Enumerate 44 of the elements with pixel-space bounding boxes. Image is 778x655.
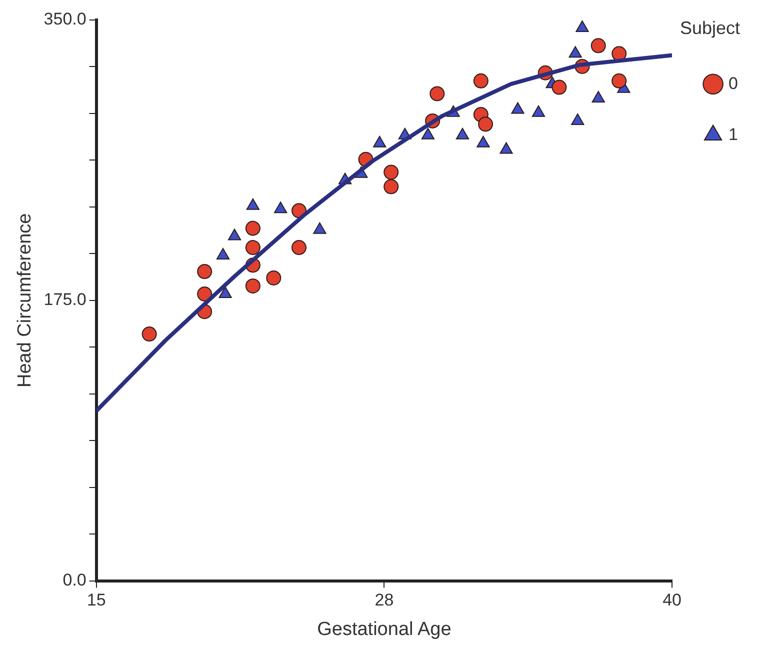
point <box>552 80 567 95</box>
point <box>291 240 306 256</box>
point <box>571 113 584 125</box>
y-tick-label: 350.0 <box>44 10 86 29</box>
point <box>266 270 282 286</box>
x-tick-label: 15 <box>86 590 106 610</box>
point <box>197 264 212 280</box>
point <box>197 286 212 302</box>
point <box>246 198 260 210</box>
y-tick-label: 0.0 <box>62 570 86 590</box>
point <box>373 136 386 148</box>
point <box>228 228 242 240</box>
point <box>476 136 490 148</box>
point <box>590 38 606 54</box>
point <box>216 248 230 260</box>
x-tick-label: 40 <box>662 590 682 610</box>
point <box>142 326 157 342</box>
point <box>313 222 326 234</box>
point <box>612 46 627 62</box>
point <box>456 128 470 140</box>
point <box>500 142 513 154</box>
point <box>274 202 288 214</box>
point <box>421 128 435 140</box>
point <box>478 116 494 132</box>
y-tick-label: 175.0 <box>44 290 86 310</box>
point <box>568 46 582 58</box>
legend-label: 0 <box>728 74 738 93</box>
legend-label: 1 <box>728 124 738 144</box>
x-tick-label: 28 <box>374 590 394 610</box>
point <box>592 91 605 103</box>
x-axis-title: Gestational Age <box>317 618 452 640</box>
y-axis-title: Head Circumference <box>14 213 36 388</box>
point <box>430 86 445 102</box>
point <box>245 278 260 294</box>
point <box>245 220 260 236</box>
legend-title: Subject <box>680 18 740 38</box>
point <box>511 102 524 114</box>
point <box>473 73 488 88</box>
point <box>384 164 399 180</box>
point <box>612 73 627 88</box>
point <box>384 179 399 194</box>
point <box>576 20 589 32</box>
point <box>532 105 546 117</box>
point <box>245 240 260 256</box>
